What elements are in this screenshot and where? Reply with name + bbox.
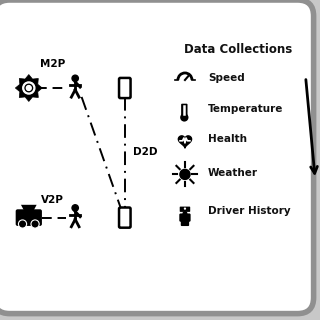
- Circle shape: [184, 207, 186, 210]
- Text: Speed: Speed: [208, 73, 245, 84]
- Text: Temperature: Temperature: [208, 104, 284, 114]
- Text: D2D: D2D: [133, 147, 157, 157]
- Text: Data Collections: Data Collections: [184, 43, 292, 56]
- Circle shape: [72, 205, 78, 211]
- FancyBboxPatch shape: [0, 0, 314, 314]
- Circle shape: [180, 113, 188, 122]
- Circle shape: [25, 84, 33, 92]
- Text: V2P: V2P: [41, 195, 64, 205]
- Polygon shape: [21, 205, 36, 211]
- FancyBboxPatch shape: [179, 213, 191, 222]
- Text: Health: Health: [208, 134, 247, 144]
- Polygon shape: [178, 136, 192, 148]
- Circle shape: [182, 211, 188, 216]
- FancyBboxPatch shape: [181, 104, 188, 118]
- Circle shape: [23, 82, 35, 94]
- Text: M2P: M2P: [40, 59, 65, 69]
- Circle shape: [31, 220, 39, 228]
- Polygon shape: [15, 75, 42, 101]
- FancyBboxPatch shape: [119, 78, 131, 98]
- Circle shape: [179, 169, 191, 180]
- FancyBboxPatch shape: [180, 207, 190, 212]
- FancyBboxPatch shape: [181, 219, 189, 226]
- Circle shape: [26, 85, 31, 91]
- FancyBboxPatch shape: [16, 209, 42, 226]
- Circle shape: [19, 220, 27, 228]
- Text: Weather: Weather: [208, 168, 258, 178]
- FancyBboxPatch shape: [119, 208, 131, 228]
- Circle shape: [72, 75, 78, 82]
- Text: Driver History: Driver History: [208, 206, 291, 216]
